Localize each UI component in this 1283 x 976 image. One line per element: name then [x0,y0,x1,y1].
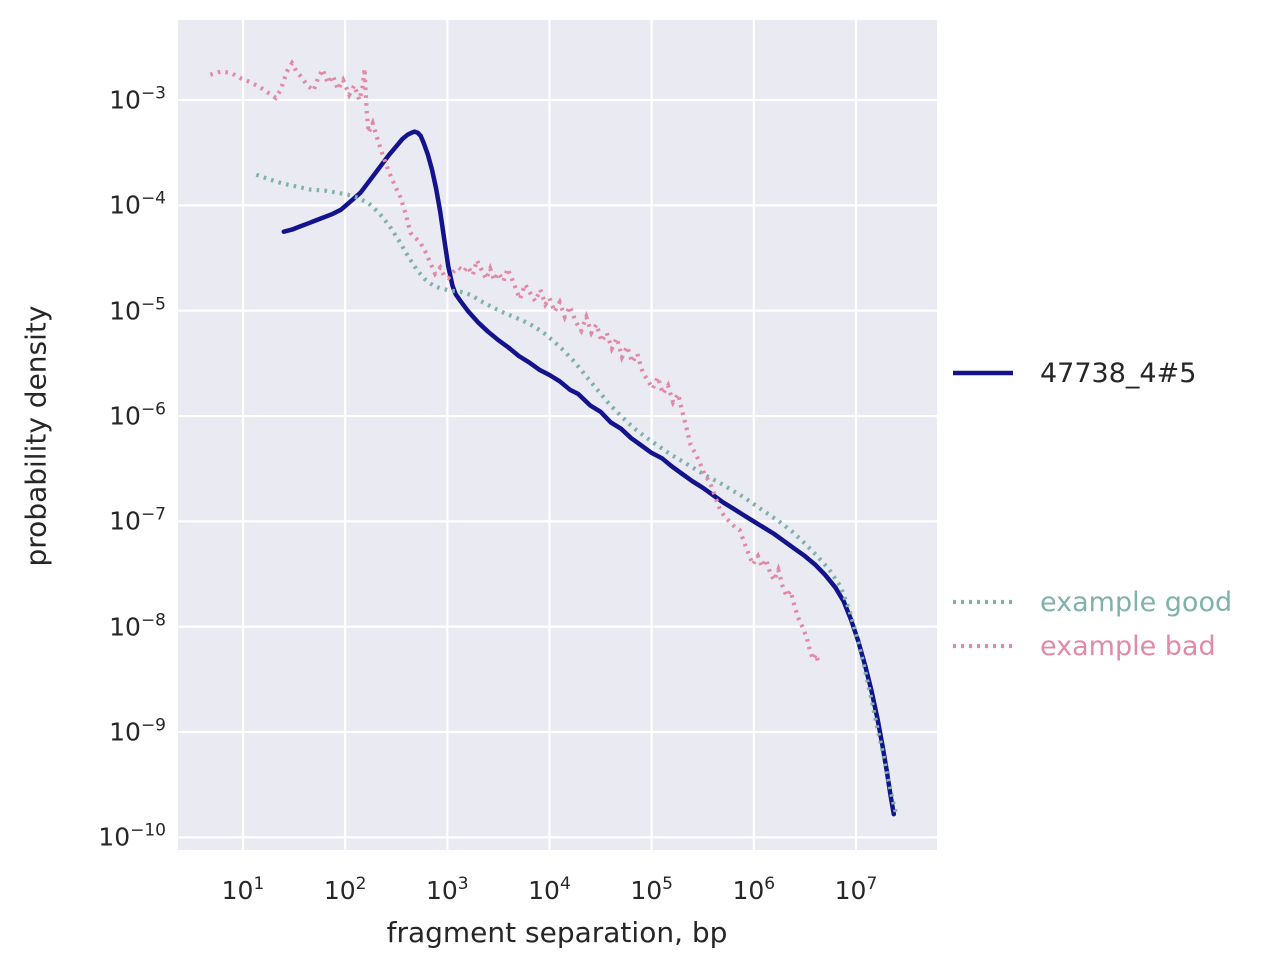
legend-label: example bad [1040,630,1216,662]
series-line-example bad [209,59,821,665]
x-tick-label: 105 [630,874,673,905]
x-tick-label: 103 [425,874,469,905]
legend-label: 47738_4#5 [1040,357,1197,389]
plot-area [178,20,937,850]
y-tick-label: 10−3 [109,83,166,115]
y-tick-label: 10−4 [109,188,166,220]
y-tick-label: 10−7 [109,504,166,536]
legend-label: example good [1040,586,1233,618]
x-tick-label: 104 [528,874,571,905]
legend-solid-line-swatch [953,370,1013,376]
x-tick-label: 101 [221,874,265,905]
y-tick-label: 10−8 [109,610,166,642]
x-axis-label: fragment separation, bp [386,916,728,949]
legend-dotted-line-swatch [953,599,1013,605]
series-lines [209,59,899,817]
y-axis-label: probability density [19,305,53,567]
legend-dotted-line-swatch [953,643,1013,649]
series-line-47738_4#5 [281,129,897,817]
legend-item-sample: 47738_4#5 [952,357,1197,389]
y-tick-label: 10−5 [109,294,166,326]
x-tick-label: 102 [323,874,367,905]
gridlines [178,20,937,850]
legend-item-example-good: example good [952,586,1233,618]
x-tick-label: 107 [834,874,878,905]
y-tick-label: 10−9 [109,715,166,747]
y-tick-label: 10−10 [98,820,166,852]
y-tick-label: 10−6 [109,399,166,431]
legend-item-example-bad: example bad [952,630,1216,662]
series-line-example good [255,172,899,817]
x-tick-label: 106 [732,874,776,905]
